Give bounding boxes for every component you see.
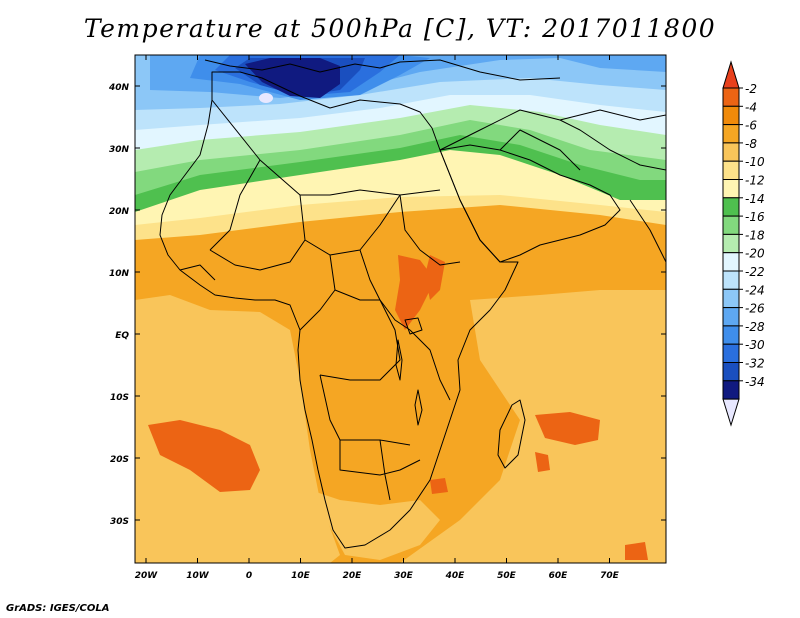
map-frame <box>134 54 667 564</box>
colorbar-label: -32 <box>745 357 765 371</box>
colorbar-label: -28 <box>745 320 765 334</box>
warm-patch-east-africa-2 <box>425 255 445 300</box>
warm-patch-south <box>625 542 648 560</box>
lon-label: 20E <box>343 571 363 581</box>
warm-patch-south-atlantic <box>148 420 260 492</box>
colorbar-label: -8 <box>745 137 757 151</box>
coastline-arabia <box>439 144 621 263</box>
border-west <box>209 239 306 271</box>
map-area <box>135 55 666 563</box>
lat-label: EQ <box>115 331 129 341</box>
cool-region-south-atlantic <box>135 295 340 563</box>
cold-core <box>245 58 340 98</box>
lat-label: 20N <box>109 207 130 217</box>
colorbar-label: -14 <box>745 192 765 206</box>
colorbar-swatch <box>722 325 740 345</box>
chart-title: Temperature at 500hPa [C], VT: 201701180… <box>83 14 717 43</box>
lat-label: 10S <box>110 393 129 403</box>
cold-core-spot <box>259 93 273 103</box>
colorbar-arrow-bottom <box>722 398 740 427</box>
colorbar-swatch <box>722 270 740 290</box>
colorbar-swatch <box>722 179 740 199</box>
lake-victoria <box>404 317 423 335</box>
mild-region-africa-south <box>310 490 440 560</box>
colorbar-swatch <box>722 87 740 107</box>
colorbar-swatch <box>722 380 740 400</box>
lat-label: 30S <box>110 517 129 527</box>
colorbar-label: -6 <box>745 119 757 133</box>
warm-patch-indian <box>535 412 600 445</box>
lon-label: 70E <box>600 571 620 581</box>
colorbar-label: -34 <box>745 375 765 389</box>
colorbar-label: -10 <box>745 155 765 169</box>
colorbar-swatch <box>722 124 740 144</box>
colorbar-label: -30 <box>745 338 765 352</box>
lake-tanganyika <box>395 339 403 381</box>
colorbar-swatch <box>722 233 740 254</box>
colorbar-swatch <box>722 105 740 126</box>
colorbar-swatch <box>722 307 740 327</box>
colorbar-label: -26 <box>745 302 765 316</box>
lon-label: 20W <box>135 571 159 581</box>
border-sahara-3 <box>299 194 401 256</box>
border-south-2 <box>339 440 421 476</box>
lon-label: 0 <box>246 571 252 581</box>
colorbar-swatch <box>722 197 740 217</box>
colorbar-swatch <box>722 252 740 272</box>
grads-credit: GrADS: IGES/COLA <box>6 603 110 614</box>
colorbar-label: -20 <box>745 247 765 261</box>
colorbar-label: -22 <box>745 265 765 279</box>
colorbar-swatch <box>722 343 740 364</box>
lat-label: 40N <box>108 83 130 93</box>
lon-label: 10E <box>291 571 311 581</box>
colorbar-label: -4 <box>745 100 757 114</box>
coastline-europe <box>204 59 561 81</box>
coastline-madagascar <box>497 399 526 469</box>
lat-axis: 40N 30N 20N 10N EQ 10S 20S 30S <box>108 83 666 527</box>
lon-label: 60E <box>549 571 569 581</box>
colorbar-label: -18 <box>745 228 765 242</box>
cool-region-indian <box>400 290 666 563</box>
border-east-2 <box>409 329 451 401</box>
lon-label: 40E <box>445 571 466 581</box>
warm-patch-kalahari <box>430 478 448 494</box>
border-middle-east-2 <box>499 129 581 171</box>
border-middle-east <box>439 109 666 151</box>
warm-patch-east-africa <box>395 255 435 330</box>
colorbar: -2 -4 -6 -8 -10 -12 -14 -16 -18 -20 -22 -24 -26 -28 -3… <box>722 60 765 427</box>
colorbar-label: -24 <box>745 283 765 297</box>
lat-label: 30N <box>109 145 130 155</box>
colorbar-label: -2 <box>745 82 757 96</box>
colorbar-arrow-top <box>722 60 740 89</box>
lon-label: 10W <box>186 571 210 581</box>
lon-label: 50E <box>497 571 517 581</box>
lon-axis: 20W 10W 0 10E 20E 30E 40E 50E 60E 70E <box>135 55 620 581</box>
lat-label: 20S <box>110 455 129 465</box>
colorbar-swatch <box>722 362 740 382</box>
border-east <box>399 194 461 266</box>
lat-label: 10N <box>109 269 130 279</box>
coastline-persia <box>559 119 666 171</box>
border-south-3 <box>379 439 391 501</box>
colorbar-swatch <box>722 288 740 309</box>
warm-patch-madagascar <box>535 452 550 472</box>
coastline-india <box>629 199 666 263</box>
colorbar-label: -12 <box>745 174 765 188</box>
border-central <box>299 254 336 331</box>
colorbar-swatch <box>722 142 740 162</box>
lake-malawi <box>414 389 423 426</box>
border-west-2 <box>179 264 216 281</box>
lon-label: 30E <box>394 571 414 581</box>
coastline-africa <box>159 71 519 549</box>
colorbar-swatch <box>722 160 740 180</box>
colorbar-label: -16 <box>745 210 765 224</box>
border-sahara-2 <box>209 159 261 251</box>
colorbar-swatch <box>722 215 740 235</box>
